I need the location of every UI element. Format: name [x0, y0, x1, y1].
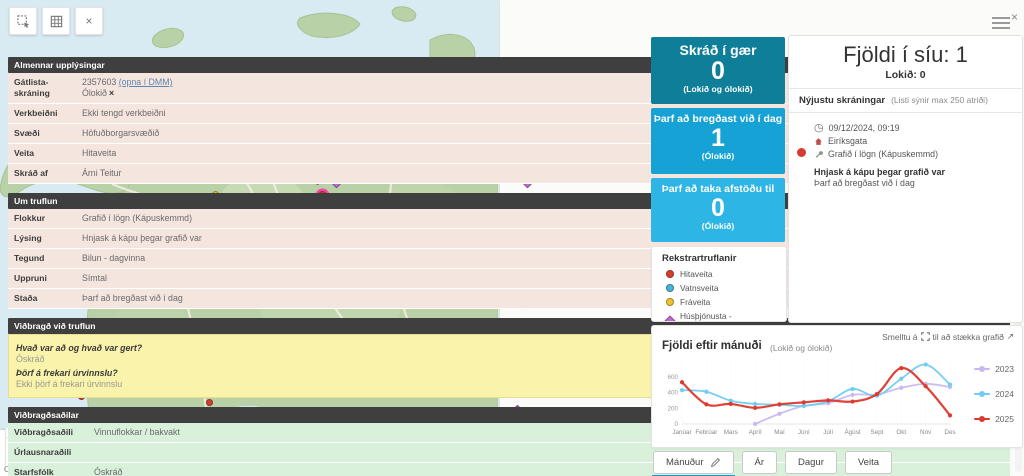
- kpi-respond-today[interactable]: Þarf að bregðast við í dag 1 (Ólokið): [651, 108, 785, 174]
- svg-text:0: 0: [674, 421, 678, 428]
- feature-popup: × ◷09/12/2024, 09:19 Eiríksgata Zoom to …: [0, 10, 1022, 476]
- svg-text:Júní: Júní: [798, 429, 810, 436]
- svg-text:Okt: Okt: [896, 429, 906, 436]
- svg-text:Apríl: Apríl: [749, 429, 762, 436]
- chart-granularity-tabs: Mánuður Ár Dagur Veita: [652, 451, 893, 476]
- legend-item-vatnsveita: Vatnsveita: [652, 281, 786, 295]
- chart-subtitle: (Lokið og ólokið): [770, 343, 833, 353]
- svg-text:Febrúar: Febrúar: [695, 429, 717, 436]
- select-rectangle-icon[interactable]: [9, 7, 37, 35]
- legend-item-fraveita: Fráveita: [652, 295, 786, 309]
- hitaveita-swatch: [666, 270, 674, 278]
- kpi-needs-decision[interactable]: Þarf að taka afstöðu til 0 (Ólokið): [651, 178, 785, 242]
- tab-manudur[interactable]: Mánuður: [652, 451, 734, 476]
- fullscreen-icon: [920, 332, 930, 341]
- svg-text:Júlí: Júlí: [823, 429, 833, 436]
- popup-row: Viðbragðsaðili Vinnuflokkar / bakvakt: [8, 423, 1010, 443]
- svg-text:Sept: Sept: [870, 429, 883, 436]
- fraveita-swatch: [666, 298, 674, 306]
- item-status-dot: [797, 148, 806, 157]
- svg-text:Maí: Maí: [774, 429, 785, 436]
- chart-legend-item-2025[interactable]: 2025: [974, 414, 1014, 424]
- completed-count: Lokið: 0: [885, 69, 926, 81]
- monthly-line-chart: Janúar Febrúar Mars Apríl Maí Júní Júlí Ágúst Se…: [667, 361, 956, 436]
- menu-icon[interactable]: [992, 14, 1010, 32]
- svg-text:Des: Des: [944, 429, 955, 436]
- chart-legend-item-2024[interactable]: 2024: [974, 389, 1014, 399]
- latest-registrations-panel: Fjöldi í síu: 1 Lokið: 0 Nýjustu skránin…: [788, 35, 1023, 323]
- basemap-grid-icon[interactable]: [42, 7, 70, 35]
- vatnsmidlar-swatch: [664, 315, 676, 321]
- map-close-icon[interactable]: ×: [75, 7, 103, 35]
- map-legend: Rekstrartruflanir Hitaveita Vatnsveita F…: [651, 246, 787, 322]
- svg-text:Mars: Mars: [724, 429, 738, 436]
- svg-text:400: 400: [667, 390, 678, 397]
- svg-text:Janúar: Janúar: [672, 429, 691, 436]
- chart-legend: 2023 2024 2025: [974, 364, 1014, 424]
- wrench-icon: [815, 151, 823, 158]
- monthly-chart-panel: Smelltu á til að stækka grafið ↗ Fjöldi …: [651, 325, 1023, 448]
- chart-title: Fjöldi eftir mánuði: [662, 340, 762, 352]
- clock-icon: ◷: [814, 122, 824, 134]
- legend-item-hitaveita: Hitaveita: [652, 267, 786, 281]
- chart-legend-item-2023[interactable]: 2023: [974, 364, 1014, 374]
- building-icon: [815, 138, 822, 145]
- latest-list-item[interactable]: ◷ 09/12/2024, 09:19 Eiríksgata Grafið í l…: [789, 113, 1022, 197]
- vatnsveita-swatch: [666, 284, 674, 292]
- svg-text:200: 200: [667, 405, 678, 412]
- svg-text:Ágúst: Ágúst: [844, 427, 860, 436]
- external-arrow-icon: ↗: [1006, 331, 1014, 341]
- popup-row: Úrlausnaraðili: [8, 443, 1010, 463]
- tab-dagur[interactable]: Dagur: [785, 451, 837, 474]
- kpi-registered-yesterday[interactable]: Skráð í gær 0 (Lokið og ólokið): [651, 37, 785, 104]
- tab-ar[interactable]: Ár: [741, 451, 777, 474]
- tab-veita[interactable]: Veita: [844, 451, 893, 474]
- popup-content[interactable]: Almennar upplýsingar Gátlista-skráning 2…: [8, 57, 1010, 476]
- map-marker[interactable]: [205, 398, 213, 406]
- pencil-icon: [710, 457, 720, 468]
- latest-header: Nýjustu skráningar: [799, 95, 886, 106]
- svg-text:600: 600: [667, 374, 678, 381]
- filter-count-title: Fjöldi í síu: 1: [843, 42, 968, 67]
- popup-row: Starfsfólk Óskráð: [8, 463, 1010, 476]
- latest-header-note: (Listi sýnir max 250 atriði): [891, 95, 988, 105]
- legend-item-vatnsmidlar: Húsþjónusta - vatnsmiðlar: [652, 309, 786, 321]
- svg-text:Nóv: Nóv: [920, 429, 932, 436]
- expand-chart-hint[interactable]: Smelltu á til að stækka grafið ↗: [882, 331, 1014, 342]
- legend-title: Rekstrartruflanir: [662, 253, 737, 264]
